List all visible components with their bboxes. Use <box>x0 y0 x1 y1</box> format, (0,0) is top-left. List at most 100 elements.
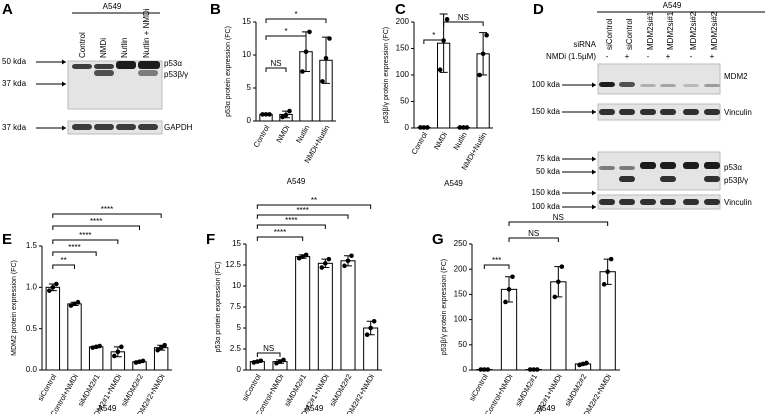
data-point <box>277 359 283 364</box>
band <box>619 199 635 205</box>
panel-letter: F <box>206 231 215 248</box>
band-label: Vinculin <box>724 198 752 207</box>
lane-label: siControl <box>625 18 634 50</box>
y-tick-label: 0.0 <box>26 365 38 374</box>
data-point <box>255 359 260 364</box>
x-tick-label: NMDi <box>274 123 291 144</box>
data-point <box>75 299 81 305</box>
band-label: p53α <box>164 59 182 68</box>
bar <box>45 286 61 371</box>
data-point <box>68 303 74 308</box>
sign: + <box>710 52 715 61</box>
band-label: MDM2 <box>724 72 748 81</box>
significance-label: **** <box>274 228 286 237</box>
lane-label: NMDi <box>99 38 108 58</box>
significance-label: ** <box>61 256 67 265</box>
data-point <box>527 367 533 372</box>
significance-bracket <box>483 264 510 269</box>
lane-label: Nutlin <box>120 38 129 58</box>
data-point <box>510 274 515 280</box>
data-point <box>437 67 443 72</box>
data-point <box>47 288 52 293</box>
data-point <box>425 125 430 130</box>
marker-label: 100 kda <box>532 202 561 211</box>
data-point <box>482 367 487 372</box>
y-tick-label: 150 <box>454 290 468 299</box>
data-point <box>267 112 272 117</box>
y-tick-label: 0 <box>405 123 410 132</box>
arrow-head <box>592 109 596 115</box>
band <box>138 70 158 76</box>
significance-bracket <box>256 204 372 209</box>
band <box>683 162 699 169</box>
panel-letter: G <box>432 231 444 248</box>
marker-label: 150 kda <box>532 107 561 116</box>
significance-bracket <box>443 21 484 26</box>
data-point <box>280 114 285 120</box>
band <box>619 82 635 87</box>
x-tick-label: siControl <box>467 372 490 402</box>
marker-label: 100 kda <box>532 80 561 89</box>
siRNA-label: siRNA <box>573 40 596 49</box>
data-point <box>97 343 102 349</box>
panel-letter: B <box>210 1 221 18</box>
significance-label: **** <box>90 217 102 226</box>
band <box>599 199 615 205</box>
y-tick-label: 2.5 <box>230 344 242 353</box>
band <box>660 176 676 182</box>
sign: - <box>647 52 650 61</box>
data-point <box>534 367 540 372</box>
data-point <box>263 112 269 117</box>
x-tick-label: siControl <box>240 372 263 402</box>
data-point <box>300 254 305 259</box>
band-label: p53α <box>724 163 742 172</box>
data-point <box>584 360 589 366</box>
significance-label: **** <box>285 216 297 225</box>
significance-label: NS <box>553 213 564 222</box>
data-point <box>485 367 491 372</box>
y-tick-label: 12.5 <box>225 260 241 269</box>
x-tick-label: siControl <box>36 372 59 402</box>
data-point <box>307 29 312 35</box>
significance-label: **** <box>296 206 308 215</box>
data-point <box>577 362 582 368</box>
data-point <box>559 264 565 269</box>
panel-letter: A <box>2 1 13 18</box>
bar <box>295 256 311 371</box>
y-tick-label: 50 <box>458 340 467 349</box>
significance-bracket <box>52 239 119 244</box>
data-point <box>418 125 423 130</box>
band <box>138 124 158 130</box>
x-tick-label: NMDi <box>432 130 449 151</box>
data-point <box>421 125 427 130</box>
x-axis-label: A549 <box>287 177 306 186</box>
y-tick-label: 0.5 <box>26 324 38 333</box>
data-point <box>480 51 486 57</box>
significance-label: NS <box>458 13 469 22</box>
band-label: p53β/γ <box>724 176 748 185</box>
data-point <box>477 72 482 78</box>
band <box>704 109 720 115</box>
data-point <box>258 358 264 364</box>
arrow-head <box>592 156 596 162</box>
y-tick-label: 10 <box>242 50 251 59</box>
y-tick-label: 0 <box>463 365 468 374</box>
significance-label: * <box>284 27 287 36</box>
data-point <box>556 279 561 285</box>
treatment-label: NMDi (1.5µM) <box>546 52 596 61</box>
significance-bracket <box>256 214 349 219</box>
data-point <box>371 318 377 324</box>
significance-bracket <box>256 352 281 357</box>
lane-label: siControl <box>605 18 614 50</box>
lane-label: MDM2si#2 <box>710 11 719 50</box>
significance-bracket <box>265 67 287 72</box>
band <box>640 199 656 205</box>
band <box>660 199 676 205</box>
significance-label: * <box>294 10 297 19</box>
panel-letter: E <box>2 231 12 248</box>
significance-label: **** <box>68 243 80 252</box>
significance-bracket <box>423 39 445 44</box>
data-point <box>601 282 607 287</box>
blot <box>597 194 721 210</box>
